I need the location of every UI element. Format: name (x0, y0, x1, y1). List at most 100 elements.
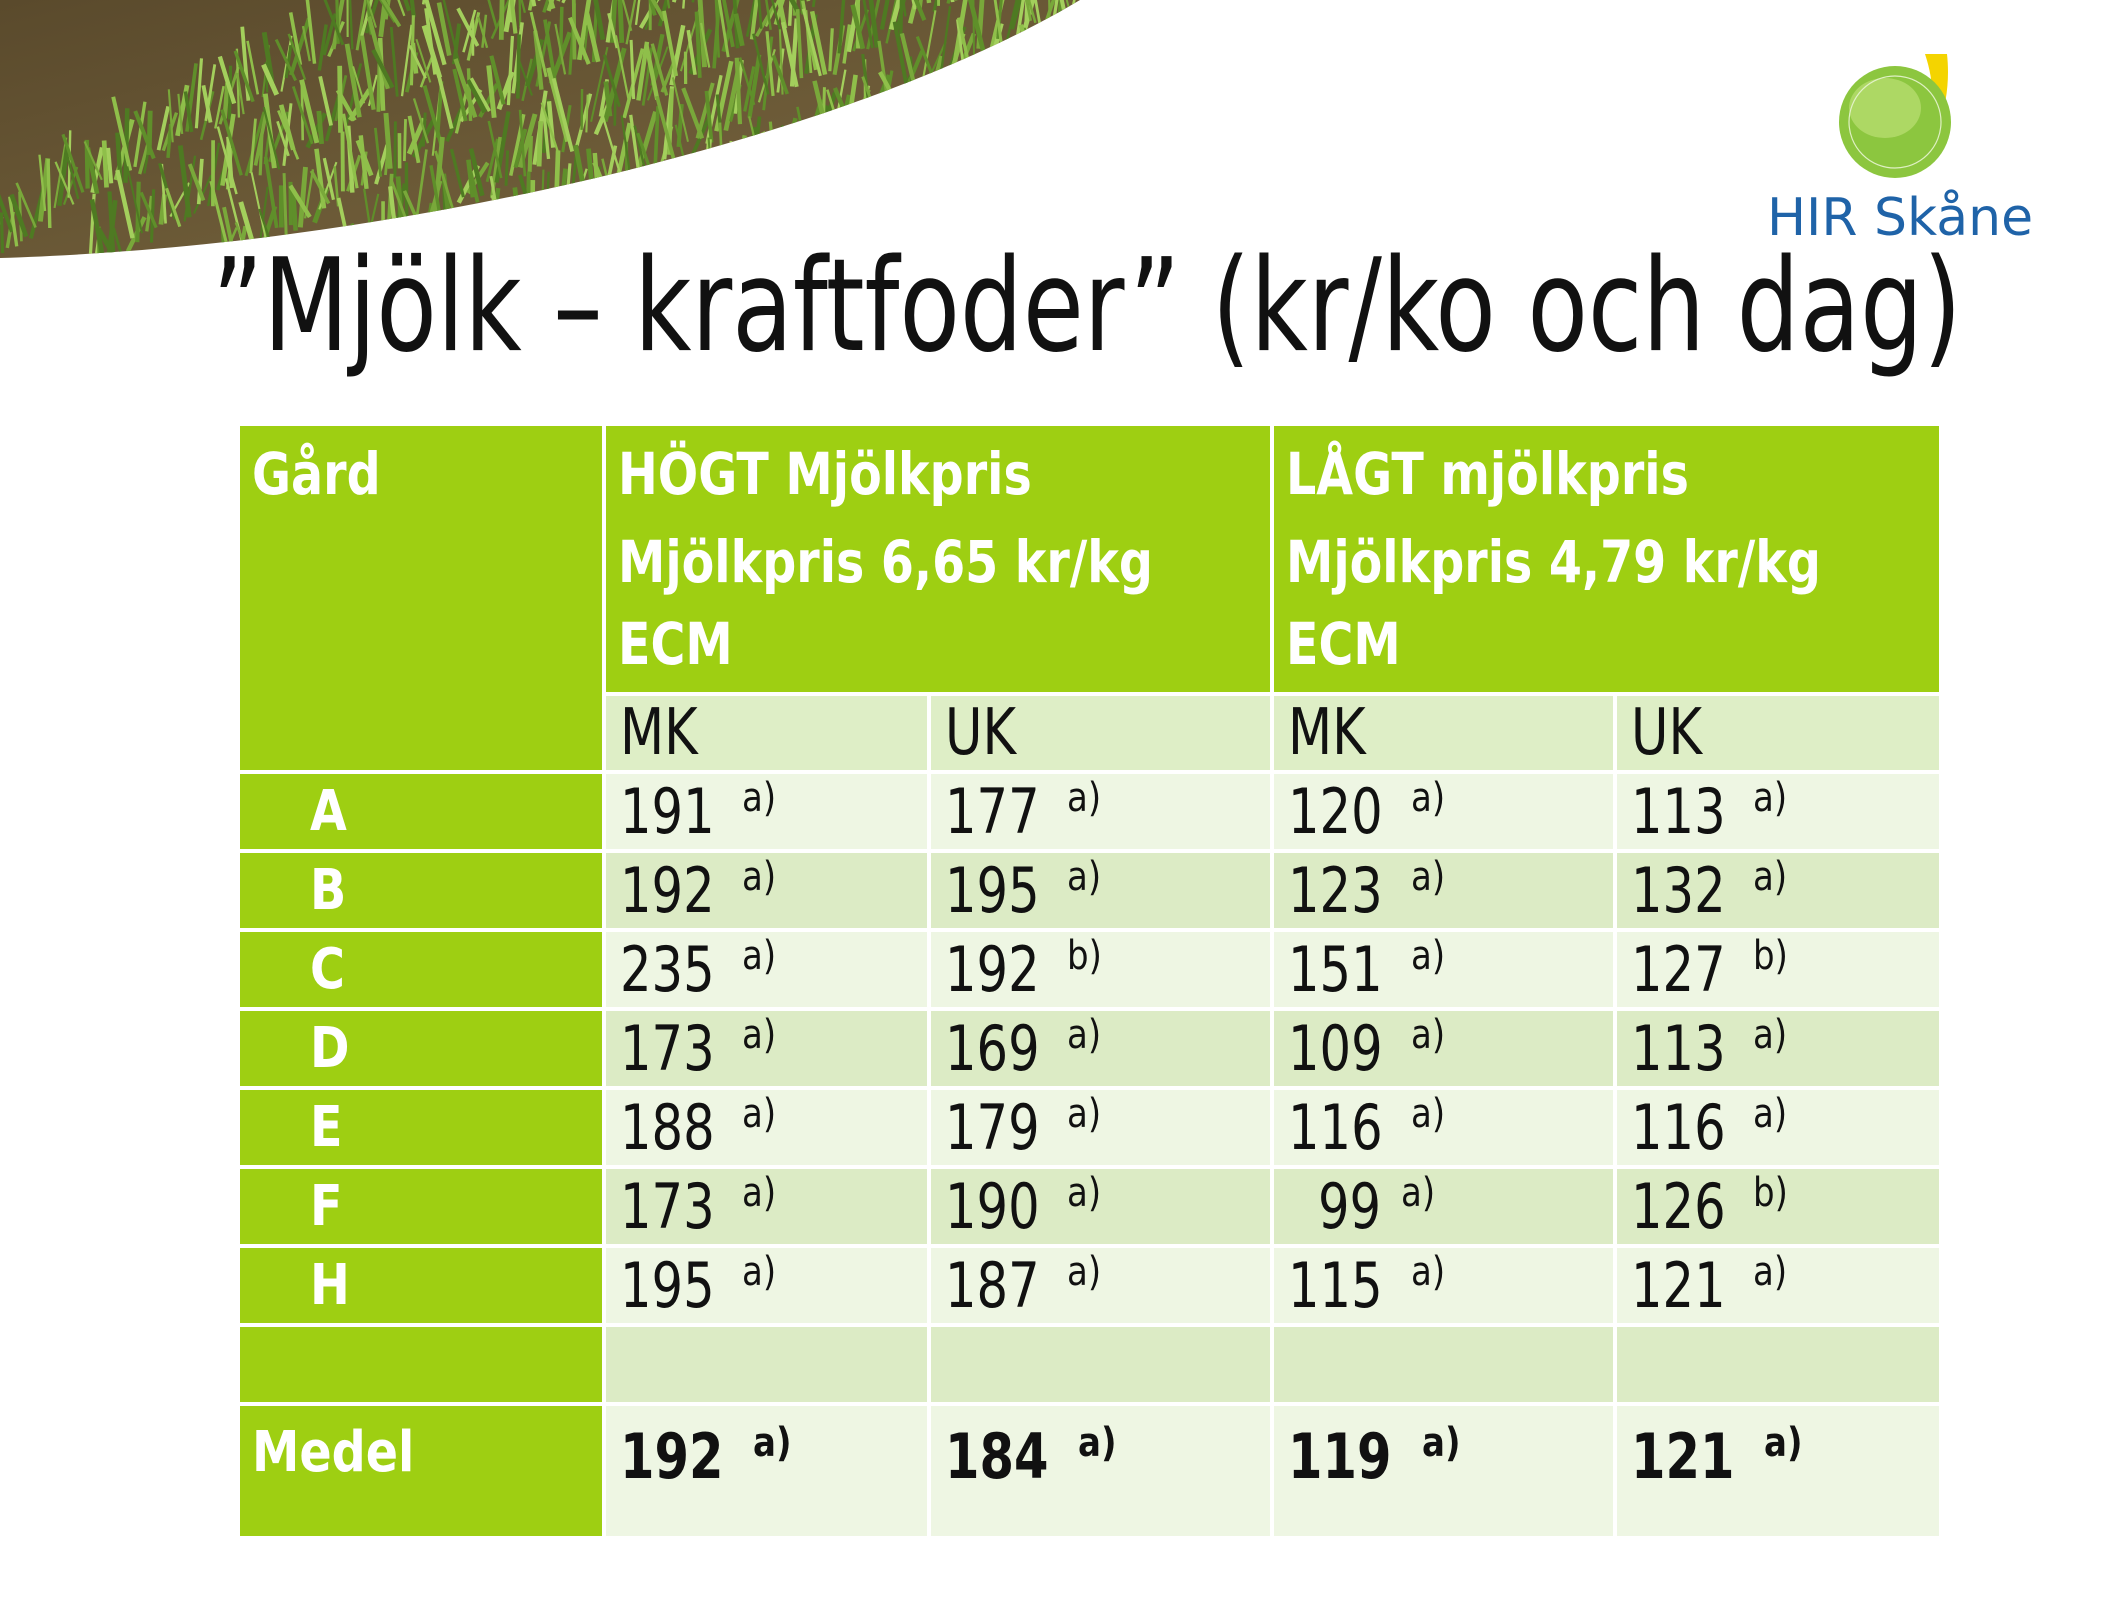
crop-blade (1110, 73, 1112, 127)
crop-blade (832, 87, 854, 128)
crop-blade (1043, 0, 1058, 27)
crop-blade (1340, 0, 1355, 69)
crop-blade (1198, 98, 1212, 143)
crop-blade (477, 16, 489, 49)
crop-blade (1096, 152, 1104, 205)
mean-cell: 121 a) (1617, 1406, 1939, 1536)
crop-blade (716, 0, 730, 58)
crop-blade (988, 83, 1002, 127)
crop-blade (1297, 43, 1317, 80)
crop-blade (346, 125, 355, 193)
crop-blade (410, 42, 419, 74)
crop-blade (421, 112, 427, 147)
crop-blade (373, 0, 397, 23)
crop-blade (1015, 152, 1037, 195)
crop-blade (1307, 0, 1319, 16)
crop-blade (614, 35, 630, 102)
value-cell: 192 a) (606, 853, 927, 928)
crop-blade (629, 39, 636, 100)
crop-blade (194, 58, 204, 129)
crop-blade (428, 180, 443, 218)
crop-blade (834, 94, 852, 149)
row-label-farm: E (240, 1090, 602, 1165)
crop-blade (535, 21, 552, 87)
value-cell: 192 b) (930, 932, 1271, 1007)
crop-blade (571, 0, 577, 60)
crop-blade (1019, 142, 1027, 181)
crop-blade (657, 0, 675, 27)
crop-blade (1072, 158, 1080, 228)
crop-blade (1199, 111, 1203, 159)
crop-blade (691, 0, 703, 3)
table-row: D 173 a) 169 a) 109 a) 113 a) (240, 1011, 1939, 1086)
crop-blade (977, 152, 995, 218)
crop-blade (553, 150, 561, 221)
crop-blade (750, 116, 762, 190)
crop-blade (908, 56, 915, 88)
crop-blade (964, 88, 974, 149)
crop-blade (225, 147, 234, 190)
crop-blade (161, 112, 179, 152)
crop-blade (980, 158, 986, 204)
crop-blade (1220, 36, 1231, 69)
crop-blade (1333, 20, 1350, 59)
crop-blade (801, 8, 822, 77)
crop-blade (1463, 0, 1473, 7)
crop-blade (183, 155, 197, 222)
crop-blade (1416, 0, 1422, 30)
crop-blade (939, 6, 952, 75)
crop-blade (723, 61, 743, 132)
crop-blade (183, 91, 194, 133)
crop-blade (585, 94, 589, 133)
crop-blade (633, 125, 647, 172)
value-cell: 169 a) (930, 1011, 1271, 1086)
crop-blade (533, 30, 544, 90)
crop-blade (1038, 90, 1061, 156)
crop-blade (1293, 64, 1308, 110)
row-label-farm: B (240, 853, 602, 928)
crop-blade (682, 0, 690, 9)
crop-blade (280, 35, 293, 92)
crop-blade (749, 0, 762, 40)
crop-blade (852, 9, 869, 52)
crop-blade (485, 138, 499, 183)
crop-blade (1013, 52, 1031, 112)
crop-blade (607, 12, 619, 49)
crop-blade (5, 211, 16, 249)
crop-blade (135, 181, 141, 243)
crop-blade (92, 230, 102, 258)
crop-blade (145, 195, 154, 232)
crop-blade (752, 33, 770, 95)
crop-blade (878, 71, 901, 107)
crop-blade (650, 43, 669, 96)
crop-blade (1107, 65, 1116, 122)
crop-blade (402, 119, 407, 162)
crop-blade (1092, 94, 1104, 137)
crop-blade (568, 16, 591, 65)
crop-blade (645, 0, 667, 22)
crop-blade (445, 102, 466, 143)
crop-blade (288, 184, 312, 219)
crop-blade (923, 85, 946, 157)
crop-blade (222, 82, 230, 119)
crop-blade (1024, 136, 1044, 179)
crop-blade (317, 24, 328, 71)
crop-blade (1203, 95, 1208, 147)
value-cell: 191 a) (606, 774, 927, 849)
crop-blade (831, 69, 847, 144)
crop-blade (441, 0, 460, 63)
crop-blade (683, 183, 701, 216)
crop-blade (930, 157, 943, 229)
crop-blade (629, 114, 643, 187)
crop-blade (681, 87, 705, 140)
crop-blade (932, 96, 946, 161)
crop-blade (506, 0, 518, 34)
crop-blade (761, 131, 782, 175)
crop-blade (1118, 15, 1136, 50)
crop-blade (967, 0, 986, 53)
crop-blade (264, 62, 269, 93)
crop-blade (1196, 11, 1213, 74)
crop-blade (1217, 0, 1222, 3)
crop-blade (96, 226, 102, 258)
crop-blade (421, 24, 443, 79)
